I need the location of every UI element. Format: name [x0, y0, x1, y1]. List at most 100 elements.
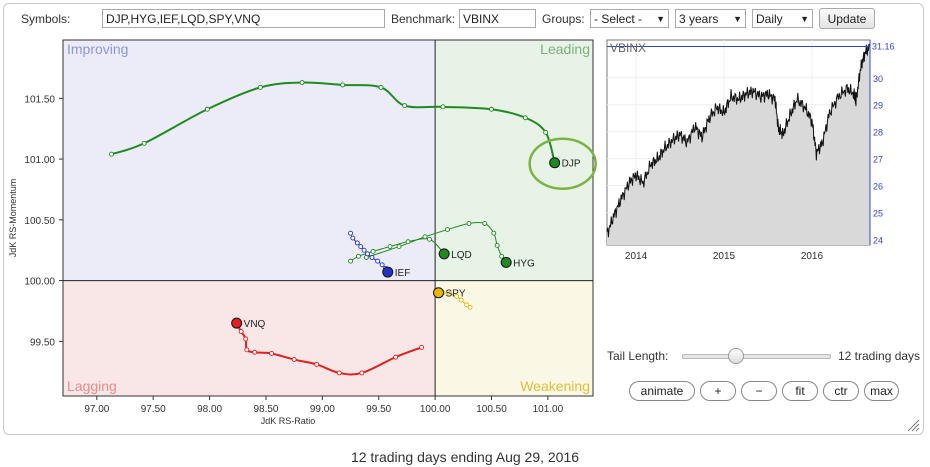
- mini-x-tick-label: 2014: [625, 251, 648, 262]
- chevron-down-icon: ▼: [656, 13, 665, 24]
- tail-point-djp: [543, 129, 549, 135]
- tail-point-lqd: [370, 248, 376, 254]
- y-tick-label: 99.50: [30, 337, 55, 348]
- symbols-input[interactable]: [102, 9, 385, 28]
- tail-point-ief: [350, 235, 356, 241]
- tail-point-ief: [348, 230, 354, 236]
- tail-point-djp: [402, 103, 408, 109]
- tail-point-vnq: [291, 357, 297, 362]
- tail-length-value: 12 trading days: [838, 349, 921, 363]
- symbol-head-vnq: [231, 317, 243, 329]
- tail-point-spy: [447, 291, 453, 297]
- mini-x-tick-label: 2015: [713, 251, 736, 262]
- tail-point-hyg: [491, 230, 497, 236]
- tail-length-label: Tail Length:: [607, 349, 669, 363]
- tail-point-ief: [354, 240, 360, 246]
- mini-y-tick-label: 27: [873, 155, 883, 165]
- tail-point-spy: [467, 304, 473, 310]
- frequency-select[interactable]: Daily ▼: [752, 9, 813, 28]
- quadrant-lagging: [63, 280, 436, 396]
- tail-point-vnq: [359, 370, 365, 376]
- mini-y-tick-label: 24: [873, 236, 883, 246]
- tail-hyg: [366, 221, 507, 263]
- y-tick-label: 101.00: [24, 155, 55, 166]
- symbol-head-lqd: [438, 248, 450, 260]
- highlight-circle: [528, 137, 597, 190]
- tail-point-hyg: [396, 244, 402, 250]
- plot-frame: [62, 39, 594, 397]
- tail-point-djp: [440, 104, 446, 110]
- symbol-label-vnq: VNQ: [244, 319, 266, 330]
- tail-point-ief: [375, 258, 381, 264]
- x-tick-label: 101.00: [533, 404, 564, 415]
- tail-point-hyg: [494, 242, 500, 248]
- tail-point-vnq: [252, 349, 258, 355]
- tail-point-djp: [378, 84, 384, 90]
- benchmark-mini-chart: 24 25 26 27 28 29 30 31.16 2014 2015 2016 VBINX: [606, 39, 895, 262]
- tail-point-hyg: [482, 221, 488, 226]
- mini-area: [607, 44, 870, 245]
- tail-point-djp: [522, 115, 528, 121]
- symbol-label-ief: IEF: [395, 268, 411, 279]
- groups-select-value: - Select -: [594, 11, 643, 26]
- tail-point-vnq: [393, 354, 399, 360]
- period-select[interactable]: 3 years ▼: [675, 9, 746, 28]
- x-tick-label: 99.00: [310, 404, 335, 415]
- toolbar: Symbols: Benchmark: Groups: - Select -▼ …: [0, 0, 930, 34]
- tail-point-vnq: [243, 336, 249, 342]
- mini-y-tick-label: 28: [873, 128, 883, 138]
- tail-point-ief: [358, 244, 364, 250]
- tail-point-djp: [489, 106, 494, 112]
- y-tick-label: 100.00: [24, 277, 55, 288]
- symbol-label-djp: DJP: [562, 159, 581, 170]
- tail-point-spy: [454, 293, 460, 299]
- tail-point-spy: [458, 297, 464, 303]
- tail-point-lqd: [355, 253, 361, 259]
- x-tick-label: 98.00: [197, 404, 222, 415]
- zoom-in-button[interactable]: +: [700, 381, 736, 401]
- x-tick-label: 97.00: [84, 404, 109, 415]
- groups-select[interactable]: - Select - ▼: [590, 9, 669, 28]
- benchmark-input[interactable]: [459, 9, 536, 28]
- groups-label: Groups:: [542, 12, 585, 26]
- tail-point-vnq: [336, 370, 342, 376]
- tail-length-slider[interactable]: [727, 348, 744, 364]
- quadrant-label-lagging: Lagging: [67, 378, 117, 394]
- period-select-value: 3 years: [679, 11, 719, 26]
- x-tick-label: 97.50: [141, 404, 166, 415]
- tail-point-hyg: [445, 227, 450, 232]
- center-button[interactable]: ctr: [823, 381, 859, 401]
- chevron-down-icon: ▼: [733, 13, 742, 24]
- tail-point-ief: [365, 251, 370, 257]
- symbol-head-djp: [549, 157, 561, 169]
- tail-point-spy: [464, 302, 470, 308]
- quadrant-leading: [435, 40, 593, 281]
- tail-point-lqd: [348, 258, 354, 264]
- tail-point-djp: [257, 84, 263, 90]
- symbol-head-hyg: [500, 256, 512, 268]
- x-tick-label: 99.50: [366, 404, 391, 415]
- symbol-head-ief: [382, 266, 394, 278]
- tail-point-ief: [379, 262, 385, 268]
- tail-point-lqd: [405, 239, 411, 245]
- mini-line: [606, 43, 871, 238]
- max-button[interactable]: max: [864, 381, 899, 401]
- update-button[interactable]: Update: [819, 8, 875, 29]
- symbol-label-lqd: LQD: [451, 250, 472, 261]
- quadrant-label-improving: Improving: [67, 41, 128, 57]
- fit-button[interactable]: fit: [782, 381, 818, 401]
- y-tick-label: 101.50: [24, 94, 55, 105]
- tail-point-vnq: [314, 361, 320, 367]
- resize-handle-icon[interactable]: [906, 418, 920, 432]
- zoom-out-button[interactable]: −: [741, 381, 777, 401]
- animate-button[interactable]: animate: [629, 381, 695, 401]
- tail-point-djp: [141, 140, 147, 146]
- tail-point-djp: [299, 80, 305, 85]
- tail-point-djp: [340, 82, 346, 88]
- symbol-label-spy: SPY: [446, 289, 466, 300]
- chevron-down-icon: ▼: [800, 13, 809, 24]
- mini-y-tick-label: 26: [873, 182, 883, 192]
- x-tick-label: 100.50: [476, 404, 507, 415]
- benchmark-label: Benchmark:: [391, 12, 456, 26]
- tail-length-track[interactable]: [682, 354, 831, 359]
